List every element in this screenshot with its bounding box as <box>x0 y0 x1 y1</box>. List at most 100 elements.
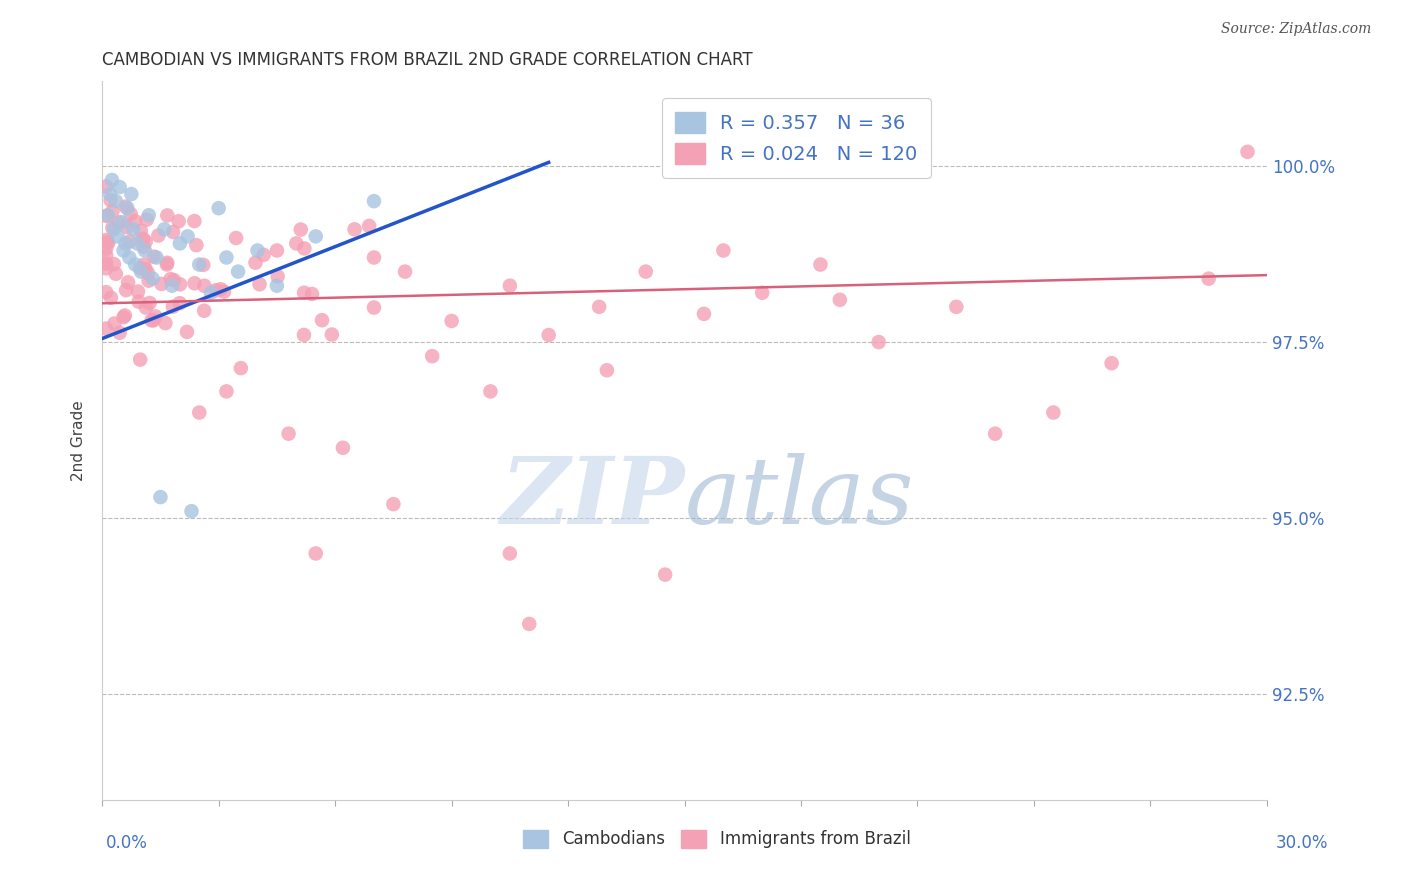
Point <box>159 272 181 286</box>
Point <box>479 384 502 399</box>
Point <box>945 300 967 314</box>
Point <box>145 251 167 265</box>
Point <box>162 300 184 314</box>
Point <box>122 222 145 236</box>
Point <box>160 278 183 293</box>
Point <box>94 261 117 276</box>
Point <box>132 240 155 254</box>
Point <box>129 352 152 367</box>
Point <box>200 285 222 300</box>
Point <box>94 242 117 256</box>
Point <box>104 267 127 281</box>
Point <box>180 504 202 518</box>
Point <box>266 244 288 258</box>
Point <box>193 278 215 293</box>
Text: 0.0%: 0.0% <box>105 834 148 852</box>
Point <box>186 238 208 252</box>
Point <box>359 219 381 233</box>
Point <box>634 264 657 278</box>
Point <box>114 200 136 214</box>
Point <box>138 274 160 288</box>
Point <box>301 287 323 301</box>
Point <box>135 235 157 249</box>
Point <box>163 273 186 287</box>
Point <box>94 248 117 262</box>
Point <box>305 546 328 560</box>
Point <box>193 258 215 272</box>
Point <box>382 497 405 511</box>
Point <box>142 313 165 327</box>
Point <box>134 262 156 277</box>
Point <box>499 278 522 293</box>
Point <box>97 235 120 250</box>
Point <box>120 207 142 221</box>
Point <box>138 208 160 222</box>
Point <box>129 224 152 238</box>
Point <box>103 257 125 271</box>
Point <box>292 327 315 342</box>
Point <box>285 236 308 251</box>
Point <box>188 405 211 419</box>
Point <box>120 187 142 202</box>
Point <box>94 179 117 194</box>
Point <box>1198 271 1220 285</box>
Point <box>128 294 150 309</box>
Point <box>156 256 179 270</box>
Point <box>117 276 139 290</box>
Point <box>363 194 385 208</box>
Point <box>188 258 211 272</box>
Point <box>129 264 152 278</box>
Point <box>156 258 179 272</box>
Point <box>117 201 139 215</box>
Point <box>112 310 135 325</box>
Point <box>1236 145 1258 159</box>
Point <box>127 285 149 299</box>
Point <box>215 251 238 265</box>
Point <box>176 229 198 244</box>
Point <box>693 307 716 321</box>
Point <box>128 260 150 275</box>
Point <box>537 328 560 343</box>
Point <box>215 384 238 399</box>
Point <box>150 277 173 291</box>
Point <box>1101 356 1123 370</box>
Point <box>440 314 463 328</box>
Point <box>98 187 121 202</box>
Point <box>363 301 385 315</box>
Point <box>183 214 205 228</box>
Point <box>167 214 190 228</box>
Point <box>363 251 385 265</box>
Point <box>118 235 141 249</box>
Legend: R = 0.357   N = 36, R = 0.024   N = 120: R = 0.357 N = 36, R = 0.024 N = 120 <box>662 98 931 178</box>
Point <box>132 232 155 246</box>
Point <box>111 215 134 229</box>
Point <box>114 236 136 251</box>
Point <box>205 283 228 297</box>
Point <box>420 349 443 363</box>
Point <box>103 222 125 236</box>
Point <box>134 244 156 258</box>
Point <box>148 228 170 243</box>
Point <box>101 204 124 219</box>
Point <box>169 296 191 310</box>
Point <box>169 277 191 292</box>
Point <box>104 194 127 208</box>
Point <box>828 293 851 307</box>
Point <box>149 490 172 504</box>
Point <box>135 301 157 315</box>
Point <box>321 327 343 342</box>
Point <box>115 220 138 235</box>
Point <box>183 277 205 291</box>
Text: ZIP: ZIP <box>501 453 685 543</box>
Point <box>96 235 118 249</box>
Point <box>97 208 120 222</box>
Point <box>134 258 156 272</box>
Point <box>1042 405 1064 419</box>
Point <box>290 222 312 236</box>
Point <box>654 567 676 582</box>
Point <box>153 222 176 236</box>
Point <box>103 317 125 331</box>
Point <box>596 363 619 377</box>
Point <box>118 251 141 265</box>
Point <box>162 225 184 239</box>
